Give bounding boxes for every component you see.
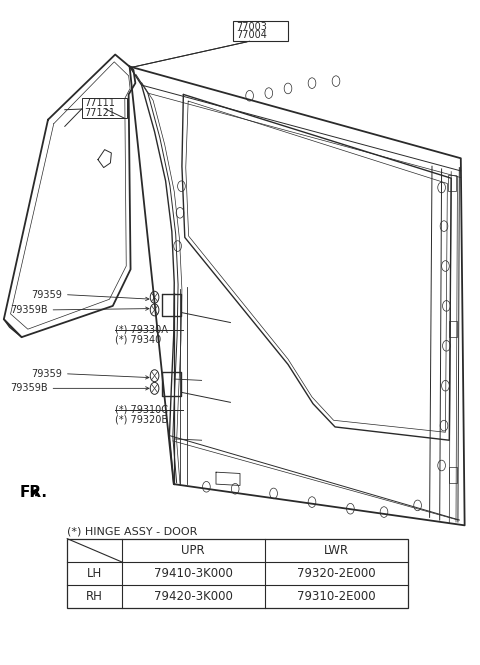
Text: 77121: 77121 [84, 108, 115, 118]
Bar [449, 321, 457, 337]
Text: (*) HINGE ASSY - DOOR: (*) HINGE ASSY - DOOR [67, 527, 198, 537]
Bar [67, 539, 408, 608]
Bar [82, 98, 127, 118]
Text: LH: LH [87, 567, 102, 580]
Text: (*) 79340: (*) 79340 [115, 334, 161, 345]
Text: UPR: UPR [181, 544, 205, 557]
Text: LWR: LWR [324, 544, 349, 557]
Text: 77111: 77111 [84, 98, 115, 108]
Text: 79359: 79359 [32, 289, 62, 300]
Text: 77003: 77003 [237, 21, 267, 32]
Text: 79420-3K000: 79420-3K000 [154, 591, 233, 603]
Bar [449, 467, 457, 483]
Text: 79410-3K000: 79410-3K000 [154, 567, 233, 580]
Bar [448, 175, 456, 191]
Text: RH: RH [86, 591, 103, 603]
Text: 79359B: 79359B [11, 383, 48, 394]
Text: 79310-2E000: 79310-2E000 [297, 591, 376, 603]
Text: (*) 79310C: (*) 79310C [115, 404, 168, 415]
Bar [233, 21, 288, 41]
Text: (*) 79330A: (*) 79330A [115, 325, 168, 335]
Text: 79320-2E000: 79320-2E000 [297, 567, 376, 580]
Text: 79359: 79359 [32, 368, 62, 379]
Text: FR.: FR. [19, 485, 47, 499]
Text: 79359B: 79359B [11, 305, 48, 315]
Text: (*) 79320B: (*) 79320B [115, 414, 168, 425]
Text: 77004: 77004 [237, 30, 267, 41]
